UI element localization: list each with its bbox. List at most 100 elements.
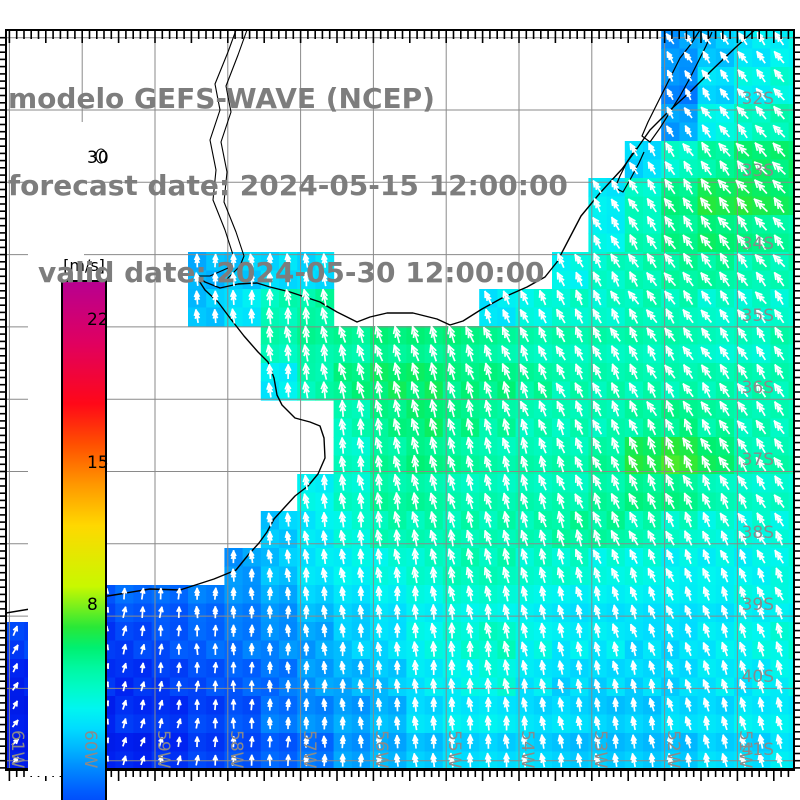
wind-arrow	[701, 141, 712, 158]
model-title: modelo GEFS-WAVE (NCEP)	[8, 82, 435, 115]
wind-arrow	[592, 437, 602, 454]
sea-cell	[788, 233, 794, 253]
wind-arrow	[357, 753, 365, 767]
wind-arrow	[483, 566, 493, 584]
wind-arrow	[538, 492, 547, 510]
wind-arrow	[194, 736, 201, 748]
wind-arrow	[775, 622, 784, 639]
wind-arrow	[484, 677, 492, 694]
wind-arrow	[737, 512, 748, 527]
wind-arrow	[285, 605, 292, 619]
wind-arrow	[393, 697, 401, 712]
wind-arrow	[284, 624, 291, 637]
wind-arrow	[176, 718, 182, 729]
wind-arrow	[774, 475, 785, 490]
wind-arrow	[682, 437, 694, 454]
wind-arrow	[720, 567, 729, 583]
wind-arrow	[556, 474, 566, 491]
wind-arrow	[611, 604, 619, 620]
wind-arrow	[610, 382, 620, 398]
wind-arrow	[721, 586, 729, 601]
wind-arrow	[648, 697, 656, 712]
wind-arrow	[338, 530, 347, 546]
wind-arrow	[702, 660, 711, 675]
wind-arrow	[483, 511, 493, 528]
wind-arrow	[592, 180, 602, 194]
wind-arrow	[483, 381, 493, 399]
wind-arrow	[357, 716, 364, 730]
wind-arrow	[773, 345, 785, 361]
wind-arrow	[665, 511, 675, 528]
wind-arrow	[392, 436, 401, 455]
wind-arrow	[684, 567, 693, 583]
wind-arrow	[737, 309, 749, 324]
sea-cell	[788, 178, 794, 198]
wind-arrow	[374, 362, 384, 381]
wind-arrow	[556, 548, 565, 565]
wind-arrow	[466, 697, 474, 713]
wind-arrow	[212, 605, 219, 619]
wind-arrow	[737, 364, 748, 380]
wind-arrow	[648, 660, 656, 675]
wind-arrow	[357, 455, 365, 473]
wind-arrow	[630, 734, 638, 749]
wind-arrow	[320, 567, 328, 583]
wind-arrow	[502, 290, 510, 305]
wind-arrow	[411, 566, 419, 584]
sea-cell	[788, 529, 794, 549]
sea-cell	[788, 215, 794, 235]
wind-arrow	[720, 660, 729, 675]
wind-arrow	[520, 697, 528, 712]
wind-arrow	[757, 604, 765, 620]
wind-arrow	[629, 234, 638, 250]
lon-axis-label: 55W	[444, 730, 464, 769]
wind-arrow	[302, 567, 310, 583]
wind-arrow	[737, 69, 749, 83]
wind-arrow	[755, 531, 767, 546]
wind-arrow	[411, 753, 419, 768]
wind-arrow	[774, 290, 784, 306]
wind-arrow	[483, 344, 493, 362]
wind-arrow	[158, 718, 164, 729]
wind-arrow	[684, 605, 693, 620]
wind-arrow	[775, 567, 784, 583]
wind-arrow	[139, 643, 146, 655]
wind-arrow	[266, 530, 274, 546]
wind-arrow	[755, 308, 766, 324]
wind-arrow	[648, 752, 656, 768]
wind-arrow	[284, 568, 292, 583]
wind-arrow	[284, 512, 292, 527]
wind-arrow	[700, 437, 713, 454]
wind-arrow	[158, 736, 164, 747]
wind-arrow	[139, 606, 146, 619]
wind-arrow	[682, 271, 694, 287]
wind-arrow	[176, 643, 182, 655]
wind-arrow	[320, 288, 329, 307]
wind-arrow	[556, 492, 565, 510]
wind-arrow	[575, 566, 583, 584]
wind-arrow	[430, 734, 438, 749]
lat-axis-label: 33S	[741, 161, 774, 181]
wind-arrow	[230, 680, 237, 693]
wind-arrow	[593, 660, 601, 675]
wind-arrow	[465, 511, 474, 528]
wind-arrow	[719, 549, 730, 564]
wind-arrow	[683, 418, 693, 436]
wind-arrow	[158, 680, 164, 692]
wind-arrow	[139, 699, 146, 710]
wind-arrow	[721, 697, 729, 712]
wind-arrow	[611, 641, 619, 657]
wind-arrow	[392, 362, 402, 381]
wind-arrow	[738, 530, 747, 546]
wind-arrow	[775, 678, 783, 694]
wind-arrow	[411, 604, 419, 620]
wind-arrow	[374, 492, 383, 510]
wind-arrow	[211, 290, 219, 305]
wind-arrow	[539, 585, 547, 602]
wind-arrow	[720, 678, 729, 694]
wind-arrow	[302, 586, 310, 601]
wind-arrow	[702, 512, 711, 528]
wind-arrow	[700, 327, 712, 342]
wind-arrow	[703, 752, 710, 768]
wind-arrow	[375, 716, 383, 730]
